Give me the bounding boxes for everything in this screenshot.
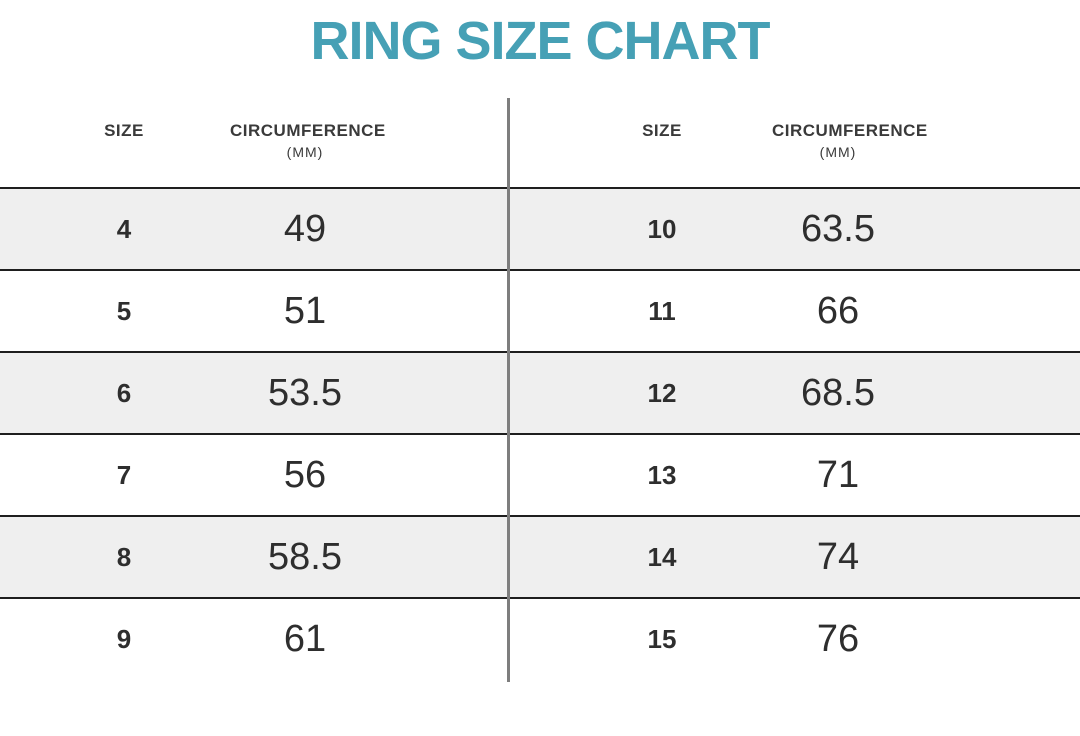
column-header-circumference: CIRCUMFERENCE (MM) bbox=[230, 98, 386, 160]
circumference-value: 74 bbox=[816, 535, 860, 578]
circumference-value: 58.5 bbox=[268, 535, 342, 578]
size-value: 10 bbox=[647, 213, 677, 244]
circumference-value: 76 bbox=[816, 617, 860, 660]
table-row: 7 56 13 71 bbox=[0, 433, 1080, 515]
vertical-divider bbox=[507, 98, 510, 682]
size-value: 6 bbox=[116, 377, 132, 408]
column-header-circumference: CIRCUMFERENCE (MM) bbox=[772, 98, 928, 160]
page-title: RING SIZE CHART bbox=[310, 11, 770, 71]
right-table-cells: 15 76 bbox=[508, 599, 1080, 679]
circumference-value: 53.5 bbox=[268, 371, 342, 414]
circumference-value: 66 bbox=[816, 289, 860, 332]
left-table-cells: 6 53.5 bbox=[0, 353, 508, 433]
size-chart-table: SIZE CIRCUMFERENCE (MM) SIZE CIRCUMFEREN… bbox=[0, 98, 1080, 679]
table-header-row: SIZE CIRCUMFERENCE (MM) SIZE CIRCUMFEREN… bbox=[0, 98, 1080, 187]
size-value: 9 bbox=[116, 623, 132, 654]
right-table-header: SIZE CIRCUMFERENCE (MM) bbox=[508, 98, 1080, 187]
right-table-cells: 14 74 bbox=[508, 517, 1080, 597]
circumference-value: 68.5 bbox=[801, 371, 875, 414]
right-table-cells: 11 66 bbox=[508, 271, 1080, 351]
table-row: 6 53.5 12 68.5 bbox=[0, 351, 1080, 433]
size-value: 4 bbox=[116, 213, 132, 244]
size-value: 11 bbox=[648, 295, 676, 326]
right-table-cells: 13 71 bbox=[508, 435, 1080, 515]
circumference-value: 71 bbox=[816, 453, 860, 496]
right-table-cells: 12 68.5 bbox=[508, 353, 1080, 433]
left-table-cells: 5 51 bbox=[0, 271, 508, 351]
left-table-cells: 7 56 bbox=[0, 435, 508, 515]
column-header-size: SIZE bbox=[642, 121, 682, 140]
circumference-value: 49 bbox=[283, 207, 327, 250]
left-table-cells: 8 58.5 bbox=[0, 517, 508, 597]
size-value: 5 bbox=[116, 295, 132, 326]
size-value: 14 bbox=[647, 541, 677, 572]
column-header-unit: (MM) bbox=[286, 144, 324, 160]
table-row: 4 49 10 63.5 bbox=[0, 187, 1080, 269]
size-value: 13 bbox=[647, 459, 677, 490]
table-row: 8 58.5 14 74 bbox=[0, 515, 1080, 597]
column-header-unit: (MM) bbox=[819, 144, 857, 160]
circumference-value: 61 bbox=[283, 617, 327, 660]
circumference-value: 63.5 bbox=[801, 207, 875, 250]
column-header-circumference-label: CIRCUMFERENCE bbox=[772, 121, 928, 140]
right-table-cells: 10 63.5 bbox=[508, 189, 1080, 269]
column-header-size: SIZE bbox=[104, 121, 144, 140]
circumference-value: 56 bbox=[283, 453, 327, 496]
column-header-circumference-label: CIRCUMFERENCE bbox=[230, 121, 386, 140]
left-table-header: SIZE CIRCUMFERENCE (MM) bbox=[0, 98, 508, 187]
size-value: 7 bbox=[116, 459, 132, 490]
left-table-cells: 4 49 bbox=[0, 189, 508, 269]
table-row: 9 61 15 76 bbox=[0, 597, 1080, 679]
circumference-value: 51 bbox=[283, 289, 327, 332]
size-value: 15 bbox=[647, 623, 677, 654]
size-value: 8 bbox=[116, 541, 132, 572]
size-value: 12 bbox=[647, 377, 677, 408]
left-table-cells: 9 61 bbox=[0, 599, 508, 679]
table-row: 5 51 11 66 bbox=[0, 269, 1080, 351]
